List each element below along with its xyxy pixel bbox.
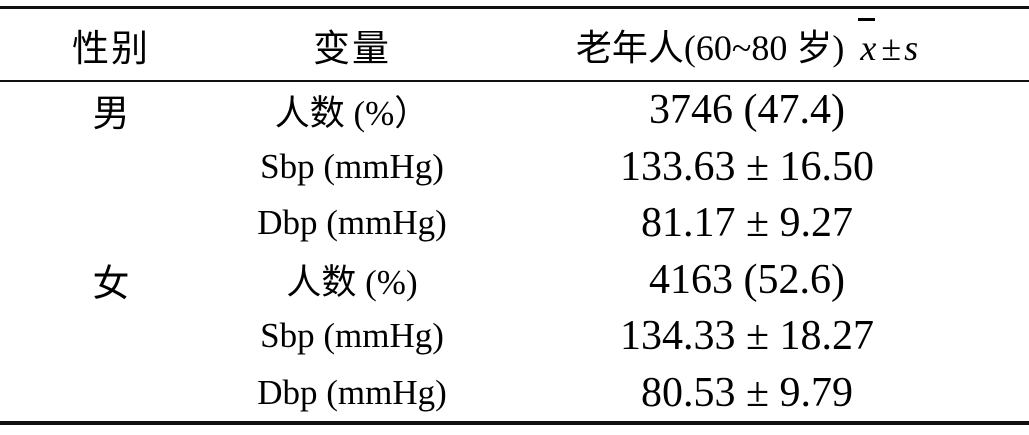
table-header-row: 性别 变量 老年人(60~80 岁) x ±s [0,9,1029,80]
table-header-rule [0,80,1029,82]
header-variable: 变量 [313,28,391,70]
table-row: Sbp (mmHg) 134.33 ± 18.27 [0,308,1029,365]
variable-cell: Dbp (mmHg) [257,372,447,412]
value-cell: 3746 (47.4) [649,87,845,134]
gender-cell: 女 [92,263,130,305]
header-gender: 性别 [72,28,150,70]
variable-cell: 人数 (%） [274,93,430,133]
table-bottom-rule [0,421,1029,425]
variable-cell: 人数 (%) [286,263,418,303]
value-cell: 134.33 ± 18.27 [619,313,875,360]
header-elderly-label: 老年人(60~80 岁) [575,27,845,68]
variable-cell: Sbp (mmHg) [260,146,444,186]
value-cell: 81.17 ± 9.27 [640,200,854,247]
x-bar-symbol: x [858,17,878,69]
table-row: Dbp (mmHg) 81.17 ± 9.27 [0,195,1029,252]
gender-cell: 男 [92,94,130,136]
value-cell: 80.53 ± 9.79 [640,369,854,416]
value-cell: 133.63 ± 16.50 [619,143,875,190]
variable-cell: Dbp (mmHg) [257,203,447,243]
table-row: 女 人数 (%) 4163 (52.6) [0,252,1029,309]
value-cell: 4163 (52.6) [649,256,845,303]
variable-cell: Sbp (mmHg) [260,316,444,356]
table-row: Sbp (mmHg) 133.63 ± 16.50 [0,139,1029,196]
table-row: 男 人数 (%） 3746 (47.4) [0,82,1029,139]
header-elderly-mean-sd: 老年人(60~80 岁) x ±s [482,17,1012,71]
plus-minus-sign: ± [881,27,902,68]
table-row: Dbp (mmHg) 80.53 ± 9.79 [0,365,1029,422]
sd-symbol: s [904,27,919,68]
x-bar-overline [858,17,876,21]
table-top-rule [0,6,1029,9]
